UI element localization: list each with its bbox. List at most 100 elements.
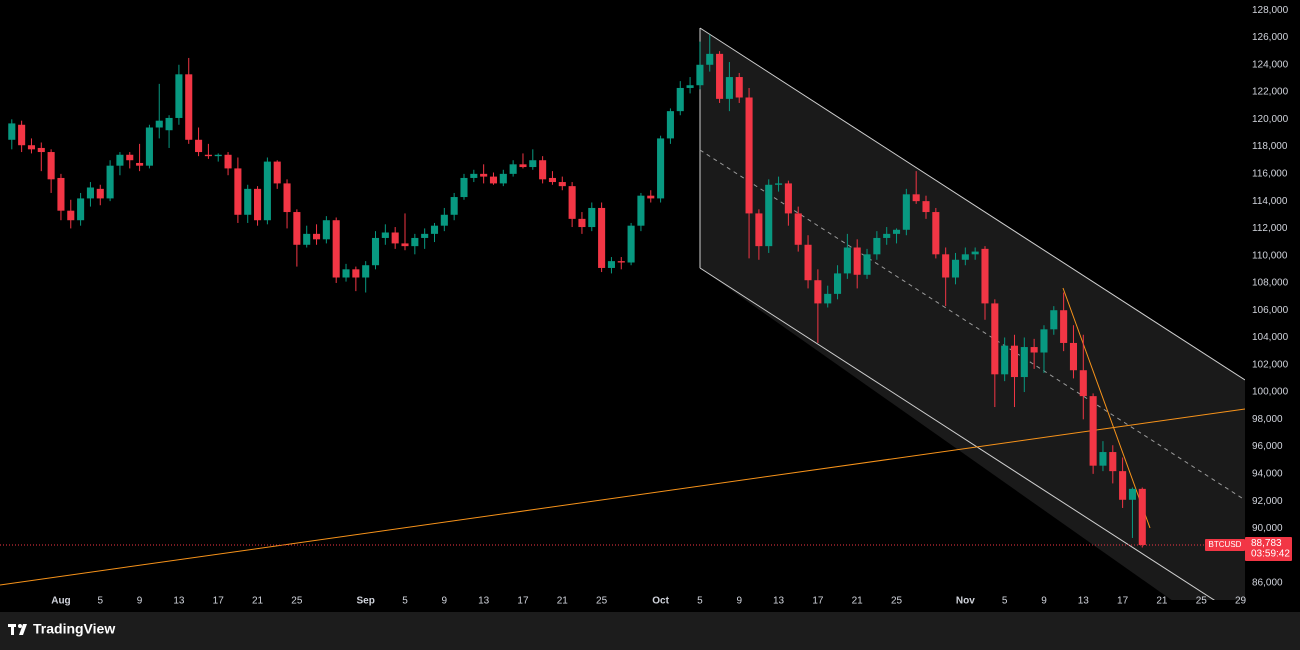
candle-body — [1020, 347, 1028, 378]
y-tick-label: 90,000 — [1252, 523, 1283, 534]
candle-body — [853, 247, 861, 275]
y-tick-label: 108,000 — [1252, 278, 1289, 289]
candle-body — [745, 97, 753, 214]
candle-body — [460, 177, 468, 198]
drawings — [0, 27, 1245, 600]
candle-body — [1010, 345, 1019, 378]
brand-logo — [8, 624, 27, 635]
candle-body — [716, 53, 724, 99]
candle-body — [1030, 347, 1038, 353]
candle-body — [37, 147, 45, 153]
candle-body — [273, 161, 281, 184]
y-tick-label: 92,000 — [1252, 496, 1283, 507]
y-tick-label: 124,000 — [1252, 59, 1289, 70]
candle-body — [1128, 488, 1136, 500]
brand-name: TradingView — [33, 621, 115, 637]
candle-body — [57, 177, 65, 211]
y-tick-label: 104,000 — [1252, 332, 1289, 343]
y-tick-label: 114,000 — [1252, 196, 1288, 207]
y-tick-label: 102,000 — [1252, 359, 1289, 370]
candle-body — [1001, 345, 1009, 375]
candle-body — [725, 77, 733, 99]
x-tick-label: 25 — [596, 596, 608, 607]
candle-body — [676, 87, 684, 112]
x-tick-label: 17 — [1117, 596, 1129, 607]
candle-body — [794, 213, 802, 245]
footer — [0, 612, 1300, 650]
x-tick-label: 13 — [478, 596, 490, 607]
candle-body — [519, 164, 527, 168]
candle-body — [145, 127, 153, 166]
y-tick-label: 110,000 — [1252, 250, 1288, 261]
candle-body — [951, 259, 960, 278]
candle-body — [873, 237, 881, 255]
candle-body — [195, 139, 203, 153]
candle-body — [47, 152, 55, 180]
candle-body — [263, 161, 271, 221]
trend-line — [0, 408, 1245, 586]
candle-body — [155, 120, 163, 128]
candle-body — [588, 207, 596, 228]
candle-body — [735, 77, 743, 98]
price-label: 88,783 — [1251, 538, 1282, 549]
candle-body — [332, 220, 340, 278]
candle-body — [607, 261, 615, 268]
candle-body — [342, 269, 350, 278]
candle-body — [430, 225, 439, 234]
candle-body — [303, 233, 311, 245]
x-tick-label: 17 — [517, 596, 529, 607]
x-tick-label: 13 — [1078, 596, 1090, 607]
y-tick-label: 126,000 — [1252, 32, 1289, 43]
candle-body — [293, 212, 301, 245]
y-tick-label: 118,000 — [1252, 141, 1288, 152]
candle-body — [1069, 342, 1078, 371]
candle-body — [1089, 396, 1097, 466]
x-tick-label: 21 — [1156, 596, 1168, 607]
channel-bottom — [699, 267, 1215, 600]
channel-top — [699, 27, 1245, 381]
candle-body — [480, 173, 488, 177]
x-tick-label: 5 — [97, 596, 103, 607]
y-tick-label: 112,000 — [1252, 223, 1288, 234]
y-tick-label: 94,000 — [1252, 469, 1283, 480]
y-tick-label: 128,000 — [1252, 5, 1289, 16]
candle-body — [116, 154, 124, 166]
x-tick-label: 25 — [291, 596, 303, 607]
candle-body — [558, 182, 566, 187]
y-tick-label: 86,000 — [1252, 578, 1283, 589]
candle-body — [67, 210, 75, 221]
logo-part — [19, 624, 27, 635]
candle-body — [381, 232, 389, 238]
candle-body — [892, 229, 901, 234]
candle-body — [804, 244, 812, 281]
candle-body — [539, 160, 547, 180]
candle-body — [470, 173, 478, 178]
candle-body — [548, 177, 556, 183]
candle-body — [912, 194, 920, 202]
candle-body — [666, 111, 674, 139]
candle-body — [843, 247, 851, 274]
candle-body — [863, 254, 871, 275]
x-tick-label: 21 — [852, 596, 864, 607]
y-tick-label: 100,000 — [1252, 387, 1289, 398]
candle-body — [1040, 329, 1048, 353]
countdown-label: 03:59:42 — [1251, 549, 1290, 560]
candle-body — [942, 254, 950, 278]
candle-body — [411, 237, 419, 247]
x-tick-label: Sep — [357, 596, 375, 607]
candle-body — [27, 145, 35, 150]
candle-body — [617, 261, 625, 263]
y-tick-label: 122,000 — [1252, 87, 1289, 98]
symbol-label: BTCUSD — [1209, 540, 1242, 549]
candle-body — [637, 195, 645, 226]
candle-body — [657, 138, 665, 199]
candle-body — [499, 173, 507, 184]
candle-body — [814, 280, 822, 304]
candle-body — [568, 186, 576, 219]
candle-body — [214, 154, 222, 157]
x-tick-label: 5 — [1002, 596, 1008, 607]
candle-body — [18, 124, 26, 146]
x-tick-label: 25 — [891, 596, 903, 607]
